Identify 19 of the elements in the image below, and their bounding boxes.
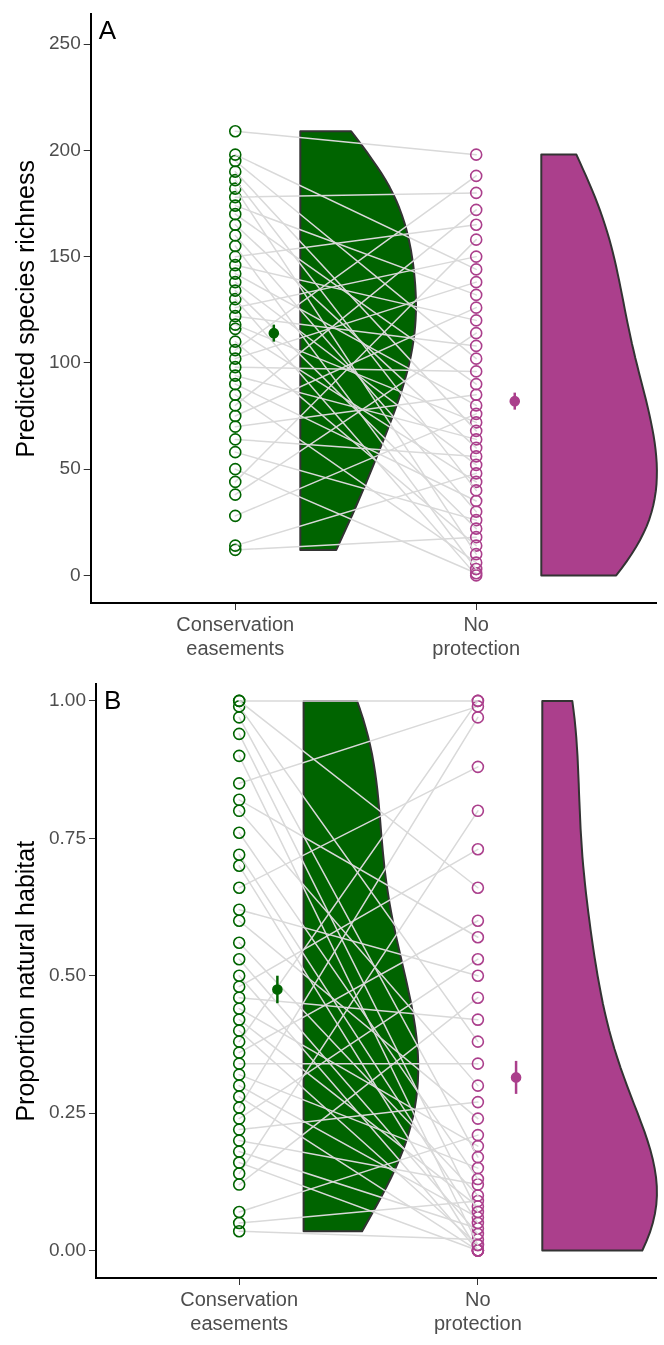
chart-title: B: [103, 684, 122, 715]
y-axis-title: Predicted species richness: [10, 160, 39, 458]
y-tick-label: 0.75: [49, 826, 86, 848]
y-axis-title: Proportion natural habitat: [10, 840, 39, 1122]
x-tick-label: Conservation easements: [176, 612, 295, 659]
x-tick-label: No protection: [432, 612, 521, 659]
y-tick-label: 100: [49, 351, 81, 373]
y-tick-label: 0: [70, 563, 81, 585]
y-tick-label: 150: [49, 244, 81, 266]
y-tick-label: 0.50: [49, 963, 86, 985]
y-tick-label: 200: [49, 138, 81, 160]
y-tick-label: 250: [49, 32, 81, 54]
y-tick-label: 0.00: [49, 1238, 86, 1260]
x-tick-label: Conservation easements: [180, 1287, 299, 1334]
y-tick-label: 0.25: [49, 1101, 86, 1123]
y-tick-label: 1.00: [49, 689, 86, 711]
x-tick-label: No protection: [433, 1287, 522, 1334]
chart-title: A: [98, 14, 117, 45]
y-tick-label: 50: [59, 457, 81, 479]
